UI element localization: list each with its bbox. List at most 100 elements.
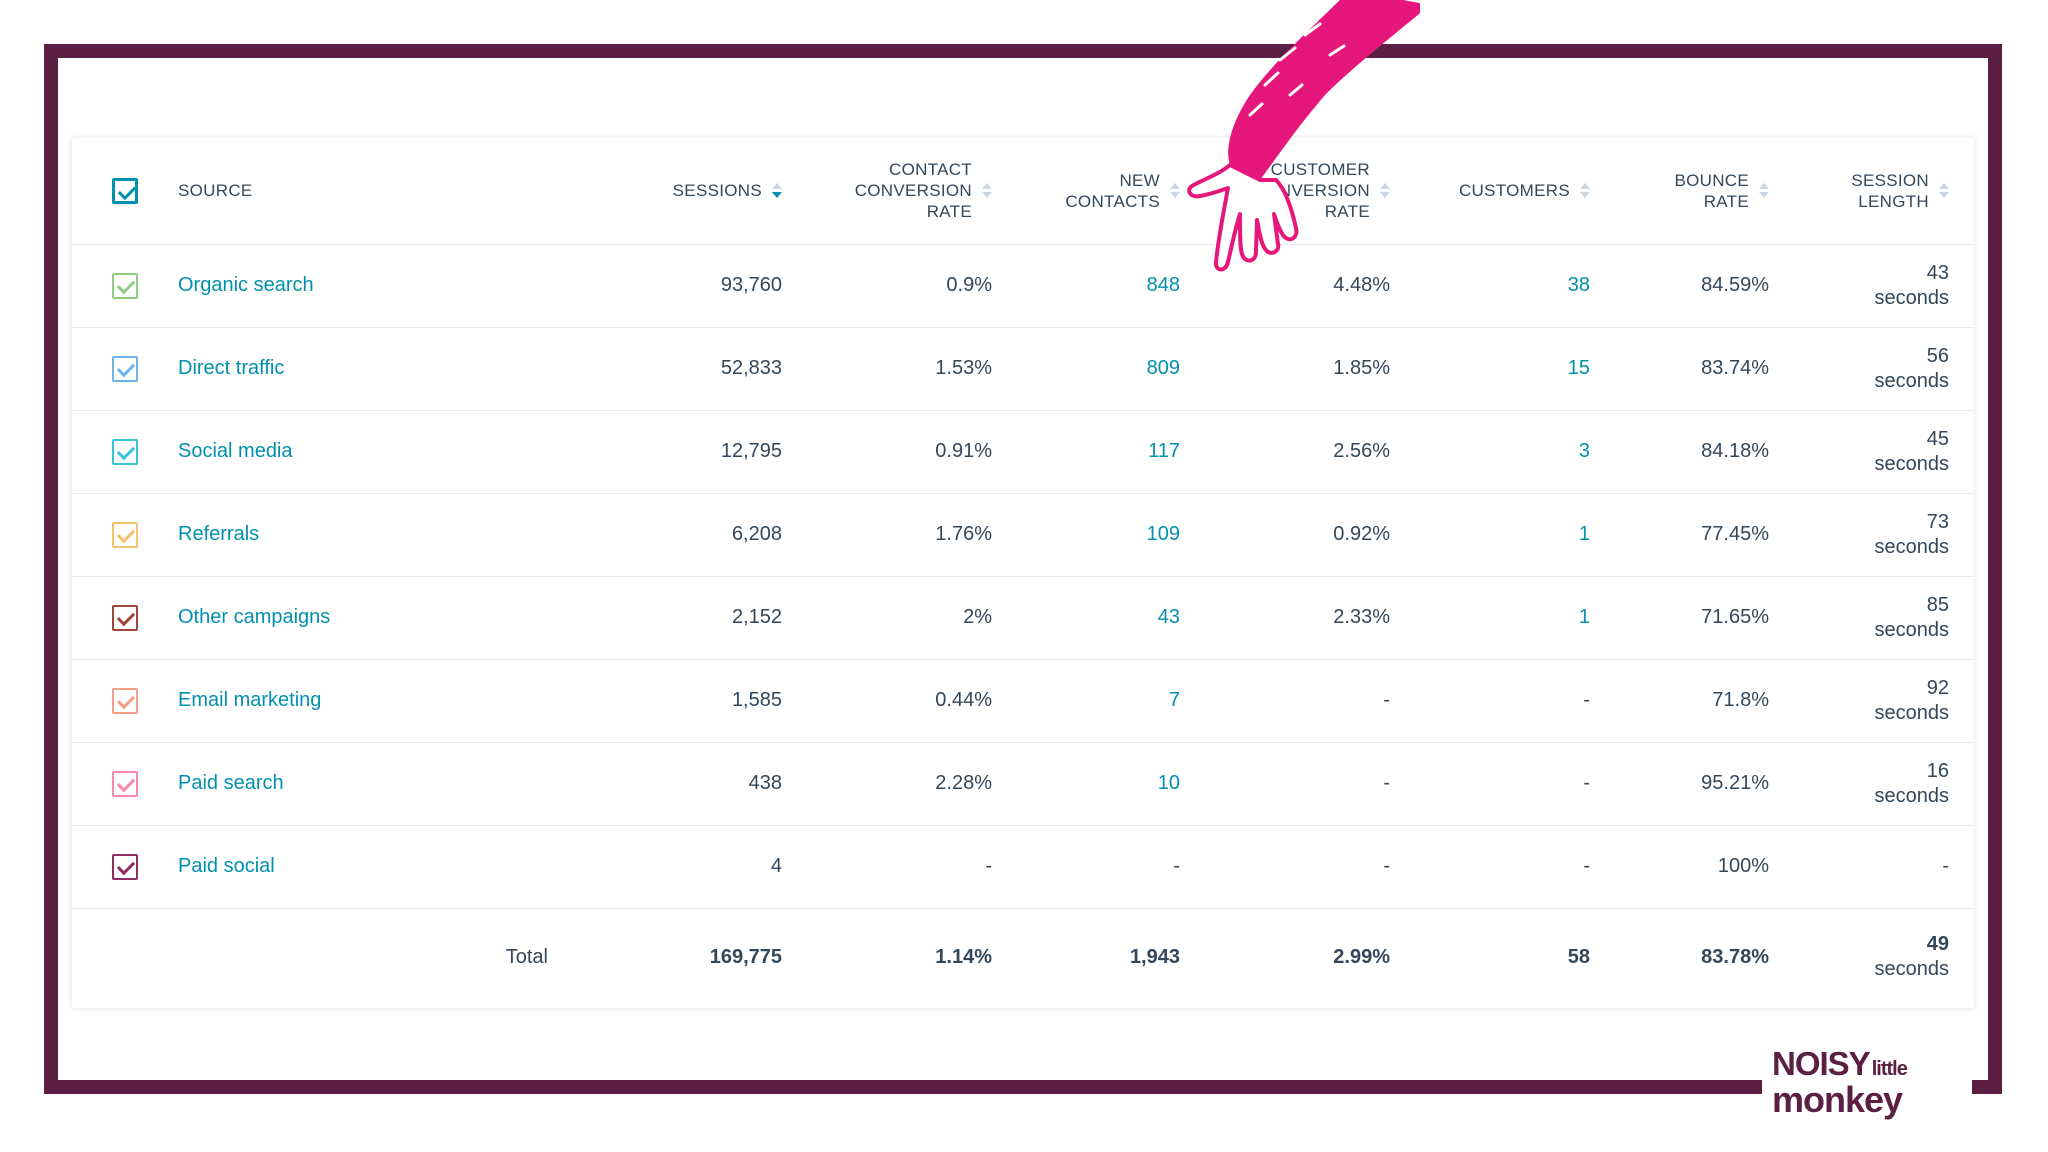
totals-label: Total [505, 945, 548, 968]
table-header-row: SOURCE SESSIONS CONTACT CONVERSION RATE [72, 138, 1974, 244]
header-bounce-rate[interactable]: BOUNCE RATE [1590, 138, 1769, 244]
new-contacts-cell: 10 [992, 742, 1180, 825]
row-checkbox-cell [72, 410, 178, 493]
header-contact-conversion-rate-label: CONTACT CONVERSION RATE [854, 160, 972, 222]
customer-rate-cell: - [1383, 772, 1390, 794]
checkbox-checked-icon[interactable] [112, 438, 138, 465]
new-contacts-cell: 109 [992, 493, 1180, 576]
sessions-cell: 2,152 [731, 606, 782, 628]
customers-cell: - [1583, 772, 1590, 794]
sort-arrows-icon[interactable] [1939, 183, 1949, 199]
sessions-cell: 12,795 [720, 440, 782, 462]
contact-rate-cell: 1.53% [935, 357, 992, 379]
customer-rate-cell: 1.85% [1333, 357, 1390, 379]
pointing-hand-illustration [1187, 0, 1420, 272]
new-contacts-link[interactable]: 109 [1146, 523, 1180, 545]
select-all-checkbox-icon[interactable] [112, 177, 138, 204]
sort-arrows-icon[interactable] [982, 183, 992, 199]
sessions-cell: 438 [748, 772, 782, 794]
customers-link[interactable]: 1 [1578, 523, 1590, 545]
sort-arrows-icon[interactable] [1759, 183, 1769, 199]
session-length-cell: 56 seconds [1874, 344, 1950, 392]
sort-arrows-icon[interactable] [1580, 183, 1590, 199]
session-length-cell: 92 seconds [1874, 676, 1950, 724]
new-contacts-link[interactable]: 10 [1157, 772, 1180, 794]
header-session-length[interactable]: SESSION LENGTH [1769, 138, 1949, 244]
source-link[interactable]: Paid search [178, 772, 284, 794]
table-row: Social media 12,795 0.91% 117 2.56% 3 84.18% 45… [72, 410, 1974, 493]
checkbox-checked-icon[interactable] [112, 355, 138, 382]
contact-rate-cell: 1.76% [935, 523, 992, 545]
customer-rate-cell: - [1383, 689, 1390, 711]
header-new-contacts-label: NEW CONTACTS [1065, 170, 1160, 211]
session-length-cell: 16 seconds [1874, 759, 1950, 807]
checkbox-checked-icon[interactable] [112, 521, 138, 548]
new-contacts-link[interactable]: 848 [1146, 274, 1180, 296]
sessions-cell: 52,833 [720, 357, 782, 379]
totals-bounce: 83.78% [1701, 945, 1769, 968]
totals-row: Total 169,775 1.14% 1,943 2.99% 58 83.78… [72, 908, 1974, 1006]
new-contacts-cell: 848 [992, 244, 1180, 327]
contact-rate-cell: 0.9% [946, 274, 992, 296]
header-customers[interactable]: CUSTOMERS [1390, 138, 1590, 244]
customers-link[interactable]: 38 [1567, 274, 1590, 296]
customers-link[interactable]: 1 [1578, 606, 1590, 628]
totals-contact-rate: 1.14% [935, 945, 992, 968]
source-link[interactable]: Referrals [178, 523, 260, 545]
checkbox-checked-icon[interactable] [112, 272, 138, 299]
checkbox-checked-icon[interactable] [112, 770, 138, 797]
customers-cell: - [1583, 689, 1590, 711]
sources-report-card: SOURCE SESSIONS CONTACT CONVERSION RATE [72, 138, 1974, 1008]
checkbox-checked-icon[interactable] [112, 687, 138, 714]
source-link[interactable]: Direct traffic [178, 357, 285, 379]
sort-arrows-icon[interactable] [1170, 183, 1180, 199]
checkbox-checked-icon[interactable] [112, 604, 138, 631]
bounce-cell: 71.8% [1712, 689, 1769, 711]
totals-customers: 58 [1567, 945, 1590, 968]
new-contacts-link[interactable]: 809 [1146, 357, 1180, 379]
new-contacts-cell: 117 [992, 410, 1180, 493]
checkbox-checked-icon[interactable] [112, 853, 138, 880]
bounce-cell: 71.65% [1701, 606, 1769, 628]
header-new-contacts[interactable]: NEW CONTACTS [992, 138, 1180, 244]
totals-session-length: 49 seconds [1874, 933, 1950, 981]
header-customers-label: CUSTOMERS [1458, 181, 1570, 201]
customers-link[interactable]: 3 [1578, 440, 1590, 462]
source-cell: Referrals [178, 493, 558, 576]
source-link[interactable]: Email marketing [178, 689, 322, 711]
source-cell: Social media [178, 410, 558, 493]
table-row: Email marketing 1,585 0.44% 7 - - 71.8% 92 secon… [72, 659, 1974, 742]
bounce-cell: 100% [1717, 855, 1769, 877]
header-spacer [1949, 138, 1974, 244]
new-contacts-cell: - [1173, 855, 1180, 877]
sessions-cell: 6,208 [731, 523, 782, 545]
sort-arrows-icon[interactable] [772, 183, 782, 199]
new-contacts-link[interactable]: 117 [1148, 440, 1180, 462]
header-contact-conversion-rate[interactable]: CONTACT CONVERSION RATE [782, 138, 992, 244]
row-checkbox-cell [72, 742, 178, 825]
table-row: Paid social 4 - - - - 100% - [72, 825, 1974, 908]
new-contacts-link[interactable]: 7 [1168, 689, 1180, 711]
source-link[interactable]: Social media [178, 440, 293, 462]
table-row: Direct traffic 52,833 1.53% 809 1.85% 15 83.74… [72, 327, 1974, 410]
new-contacts-cell: 809 [992, 327, 1180, 410]
new-contacts-link[interactable]: 43 [1157, 606, 1180, 628]
customers-link[interactable]: 15 [1567, 357, 1590, 379]
source-link[interactable]: Organic search [178, 274, 314, 296]
contact-rate-cell: 0.91% [935, 440, 992, 462]
header-source-label: SOURCE [178, 181, 253, 201]
customers-cell: 1 [1390, 576, 1590, 659]
header-session-length-label: SESSION LENGTH [1851, 170, 1929, 211]
source-link[interactable]: Other campaigns [178, 606, 331, 628]
contact-rate-cell: 2.28% [935, 772, 992, 794]
session-length-cell: 45 seconds [1874, 427, 1950, 475]
customer-rate-cell: 2.56% [1333, 440, 1390, 462]
header-sessions[interactable]: SESSIONS [558, 138, 782, 244]
session-length-cell: 85 seconds [1874, 593, 1950, 641]
sort-arrows-icon[interactable] [1380, 183, 1390, 199]
totals-sessions: 169,775 [709, 945, 782, 968]
row-checkbox-cell [72, 493, 178, 576]
source-cell: Direct traffic [178, 327, 558, 410]
source-link[interactable]: Paid social [178, 855, 275, 877]
source-cell: Paid social [178, 825, 558, 908]
